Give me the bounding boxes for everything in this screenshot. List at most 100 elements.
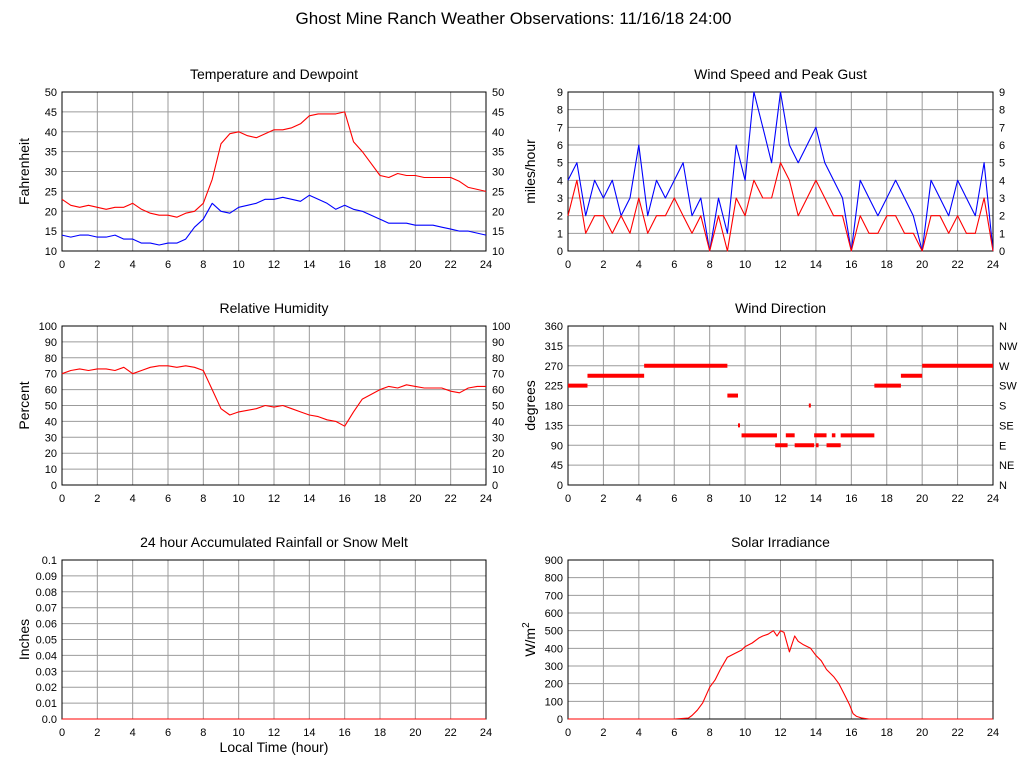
y-tick-label: 30 (45, 167, 57, 179)
right-tick-label: 9 (999, 87, 1005, 99)
y-tick-label: 35 (45, 147, 57, 159)
x-tick-label: 14 (303, 727, 315, 739)
x-axis-label: Local Time (hour) (220, 739, 329, 755)
x-tick-label: 10 (233, 727, 245, 739)
y-tick-label: 70 (45, 369, 57, 381)
y-tick-label: 45 (45, 107, 57, 119)
x-tick-label: 8 (200, 259, 206, 271)
right-tick-label: 6 (999, 140, 1005, 152)
y-axis-label: degrees (522, 380, 538, 431)
right-tick-label: 0 (999, 246, 1005, 258)
x-tick-label: 0 (59, 727, 65, 739)
y-axis-label: Percent (16, 381, 32, 429)
right-tick-label: 30 (492, 432, 504, 444)
y-axis-label-text: Fahrenheit (16, 138, 32, 205)
right-tick-label: 40 (492, 127, 504, 139)
y-tick-label: 7 (557, 122, 563, 134)
right-tick-label: E (999, 440, 1006, 452)
right-tick-label: 30 (492, 167, 504, 179)
x-tick-label: 22 (445, 259, 457, 271)
x-tick-label: 8 (707, 493, 713, 505)
right-tick-label: SE (999, 420, 1014, 432)
y-axis-label-text: Inches (16, 619, 32, 660)
right-tick-label: 70 (492, 369, 504, 381)
y-tick-label: 0 (557, 246, 563, 258)
y-axis-label: Fahrenheit (16, 138, 32, 205)
x-tick-label: 2 (94, 493, 100, 505)
x-tick-label: 18 (374, 259, 386, 271)
x-tick-label: 0 (565, 493, 571, 505)
right-tick-label: 80 (492, 353, 504, 365)
x-tick-label: 6 (671, 259, 677, 271)
y-tick-label: 10 (45, 246, 57, 258)
y-tick-label: 0.04 (36, 650, 57, 662)
x-tick-label: 14 (810, 727, 822, 739)
x-tick-label: 8 (200, 727, 206, 739)
y-tick-label: 6 (557, 140, 563, 152)
chart-title: Relative Humidity (220, 300, 329, 316)
x-tick-label: 20 (916, 259, 928, 271)
x-tick-label: 4 (130, 259, 136, 271)
x-tick-label: 20 (409, 727, 421, 739)
right-tick-label: 100 (492, 321, 510, 333)
x-tick-label: 22 (951, 259, 963, 271)
x-tick-label: 0 (59, 259, 65, 271)
right-tick-label: 50 (492, 401, 504, 413)
y-tick-label: 0.08 (36, 587, 57, 599)
x-tick-label: 6 (671, 727, 677, 739)
plot-frame (567, 325, 994, 486)
x-tick-label: 14 (303, 493, 315, 505)
x-tick-label: 4 (636, 493, 642, 505)
right-tick-label: 5 (999, 158, 1005, 170)
x-tick-label: 18 (881, 259, 893, 271)
x-tick-label: 4 (636, 727, 642, 739)
x-tick-label: 22 (445, 493, 457, 505)
x-tick-label: 18 (881, 727, 893, 739)
chart-title: Wind Direction (735, 300, 826, 316)
right-tick-label: 40 (492, 416, 504, 428)
x-tick-label: 24 (987, 727, 999, 739)
x-tick-label: 18 (374, 727, 386, 739)
y-tick-label: 800 (545, 573, 563, 585)
x-tick-label: 20 (916, 493, 928, 505)
series-line-1 (61, 194, 487, 246)
y-tick-label: 500 (545, 626, 563, 638)
x-tick-label: 12 (268, 259, 280, 271)
x-tick-label: 24 (480, 493, 492, 505)
chart-title: Wind Speed and Peak Gust (694, 66, 867, 82)
y-tick-label: 25 (45, 186, 57, 198)
page-title: Ghost Mine Ranch Weather Observations: 1… (295, 9, 732, 28)
y-tick-label: 0.1 (42, 555, 57, 567)
x-tick-label: 6 (671, 493, 677, 505)
y-axis-label: Inches (16, 619, 32, 660)
right-tick-label: 45 (492, 107, 504, 119)
x-tick-label: 0 (565, 727, 571, 739)
x-tick-label: 2 (600, 727, 606, 739)
y-tick-label: 0 (51, 480, 57, 492)
y-tick-label: 0 (557, 480, 563, 492)
right-tick-label: 10 (492, 464, 504, 476)
y-tick-label: 0.05 (36, 635, 57, 647)
y-tick-label: 20 (45, 448, 57, 460)
x-tick-label: 24 (987, 493, 999, 505)
y-tick-label: 700 (545, 590, 563, 602)
x-tick-label: 0 (565, 259, 571, 271)
right-tick-label: 35 (492, 147, 504, 159)
y-tick-label: 135 (545, 420, 563, 432)
x-tick-label: 10 (739, 727, 751, 739)
y-tick-label: 5 (557, 158, 563, 170)
y-axis-label: W/m2 (521, 622, 538, 657)
y-axis-label: miles/hour (522, 139, 538, 204)
y-tick-label: 300 (545, 661, 563, 673)
right-tick-label: 7 (999, 122, 1005, 134)
x-tick-label: 14 (810, 259, 822, 271)
y-tick-label: 50 (45, 87, 57, 99)
x-tick-label: 16 (845, 727, 857, 739)
y-tick-label: 225 (545, 381, 563, 393)
right-tick-label: N (999, 321, 1007, 333)
